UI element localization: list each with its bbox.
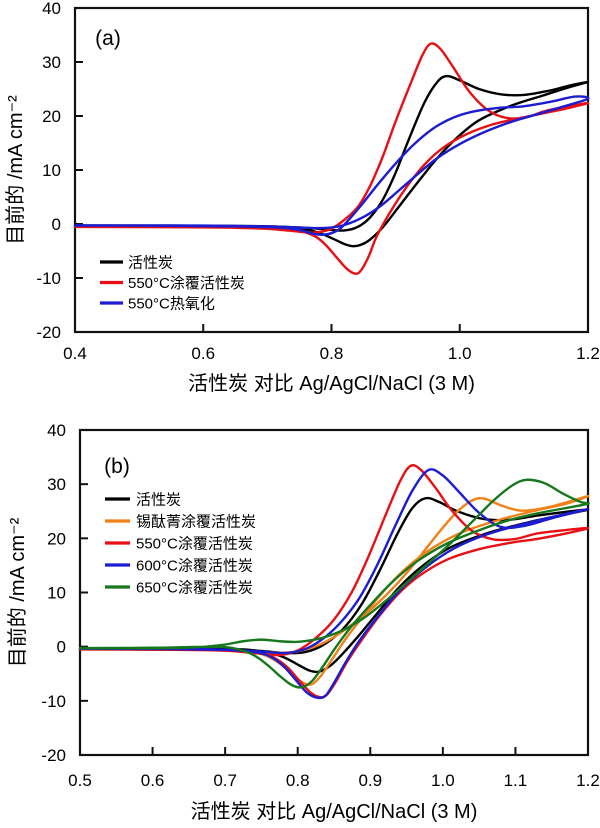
cv-curve: [78, 478, 590, 689]
x-tick-label: 1.2: [576, 344, 600, 363]
legend: 活性炭 550°C涂覆活性炭 550°C热氧化: [100, 255, 245, 313]
cv-curve: [73, 95, 590, 236]
x-tick-label: 1.0: [431, 771, 455, 790]
y-tick-label: 20: [47, 529, 66, 548]
legend-label: 650°C涂覆活性炭: [136, 580, 253, 597]
x-axis-label: 活性炭 对比 Ag/AgCl/NaCl (3 M): [191, 800, 478, 823]
legend-label: 活性炭: [136, 492, 181, 509]
x-tick-label: 0.7: [213, 771, 237, 790]
y-tick-label: 40: [42, 0, 61, 18]
y-axis-label: 目前的 /mA cm⁻²: [6, 517, 29, 667]
legend-label: 550°C热氧化: [128, 296, 215, 313]
x-tick-label: 0.4: [63, 344, 87, 363]
y-tick-label: -20: [41, 746, 66, 765]
x-tick-label: 0.9: [358, 771, 382, 790]
x-tick-label: 0.8: [320, 344, 344, 363]
panel-letter: (a): [95, 27, 121, 50]
x-tick-label: 1.2: [576, 771, 600, 790]
panel-letter: (b): [104, 455, 130, 478]
y-axis-label: 目前的 /mA cm⁻²: [4, 95, 27, 245]
y-tick-label: -20: [36, 323, 61, 342]
panel-b: 40 30 20 10 0 -10 -200.5 0.6 0.7 0.8 0.9 1.0 1.1 1.2 活…: [6, 421, 600, 823]
y-tick-label: 30: [47, 475, 66, 494]
y-tick-label: 0: [57, 638, 66, 657]
cv-curve: [73, 42, 590, 275]
cv-curve: [73, 74, 590, 248]
cv-curve: [78, 468, 590, 700]
x-tick-label: 1.1: [504, 771, 528, 790]
y-tick-label: 10: [47, 584, 66, 603]
x-tick-label: 0.6: [191, 344, 215, 363]
y-tick-label: 0: [52, 215, 61, 234]
x-tick-label: 0.5: [68, 771, 92, 790]
legend-label: 550°C涂覆活性炭: [136, 536, 253, 553]
y-tick-label: 20: [42, 107, 61, 126]
legend-label: 活性炭: [128, 255, 173, 272]
cv-curve: [78, 464, 590, 699]
legend-label: 600°C涂覆活性炭: [136, 558, 253, 575]
x-axis-label: 活性炭 对比 Ag/AgCl/NaCl (3 M): [188, 372, 475, 395]
y-tick-label: -10: [41, 692, 66, 711]
y-tick-label: 40: [47, 421, 66, 440]
legend-label: 锡酞菁涂覆活性炭: [136, 514, 256, 531]
y-tick-label: 30: [42, 53, 61, 72]
y-tick-label: 10: [42, 161, 61, 180]
x-tick-label: 0.6: [141, 771, 165, 790]
legend-label: 550°C涂覆活性炭: [128, 275, 245, 292]
x-tick-label: 0.8: [286, 771, 310, 790]
y-tick-label: -10: [36, 269, 61, 288]
panel-a: 40 30 20 10 0 -10 -200.4 0.6 0.8 1.0 1.2 活性炭 对比 Ag/…: [4, 0, 600, 395]
x-tick-label: 1.0: [448, 344, 472, 363]
